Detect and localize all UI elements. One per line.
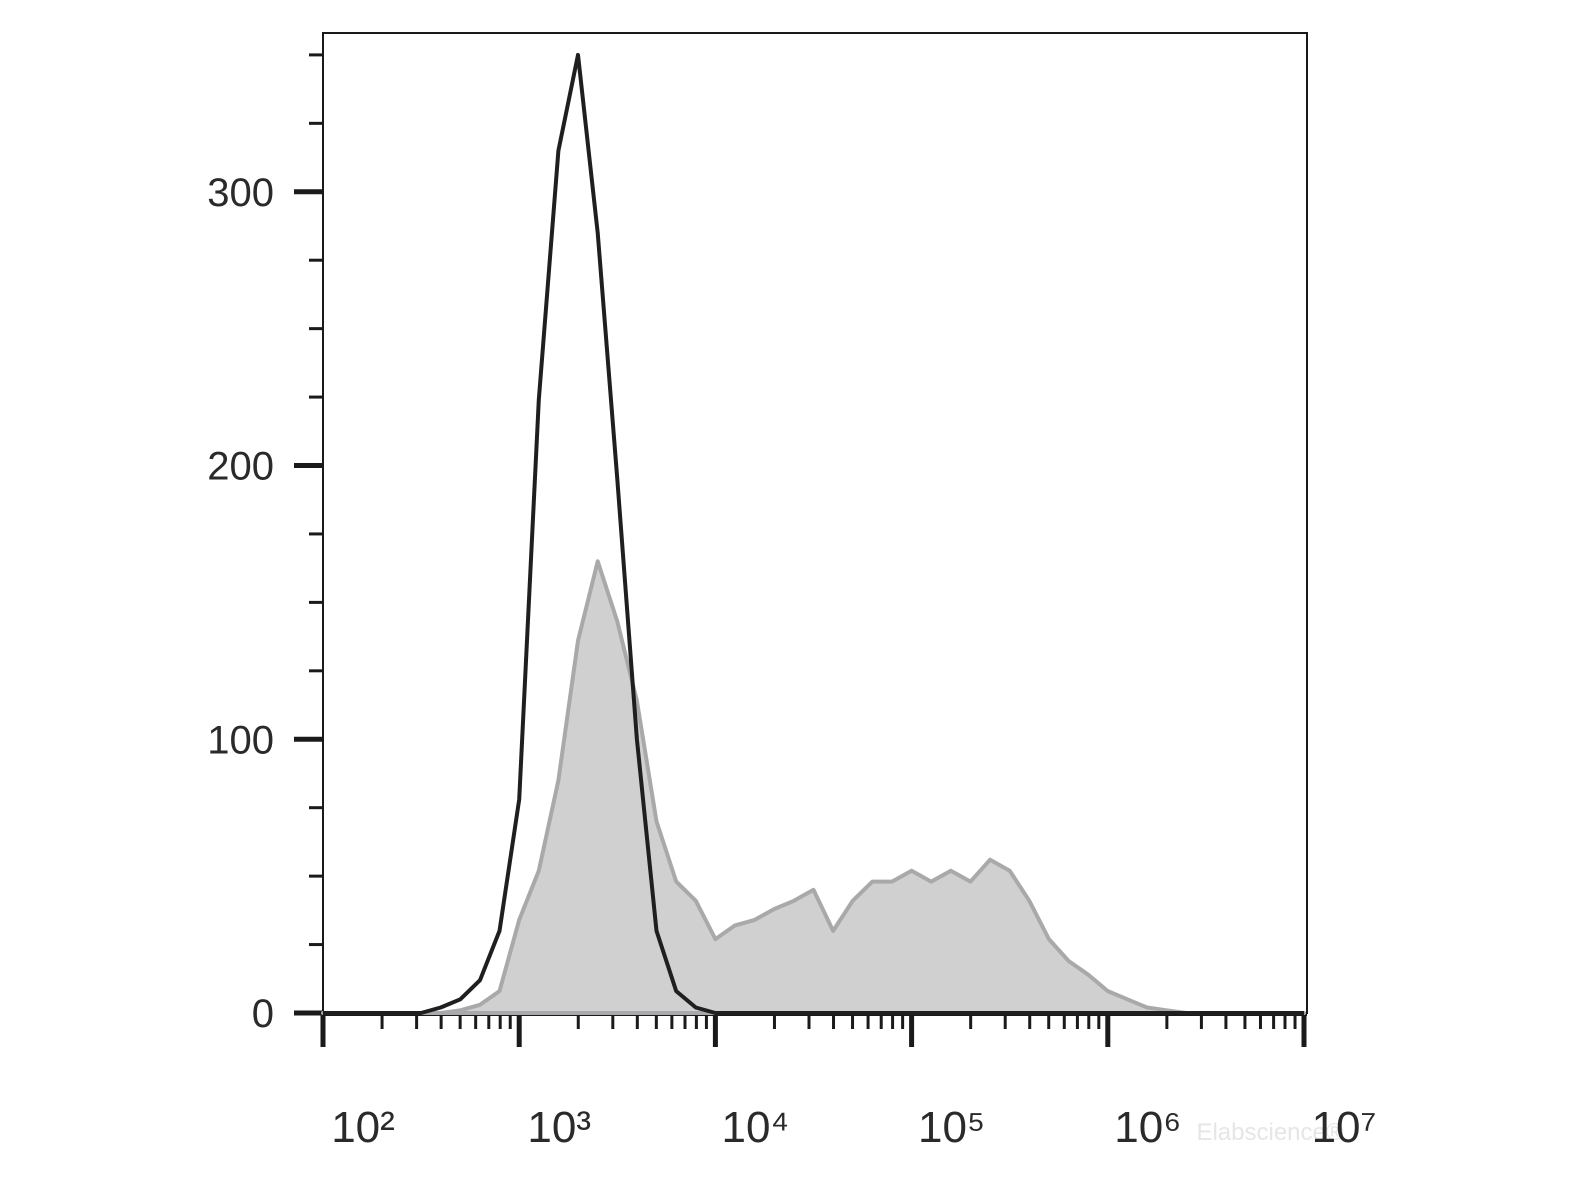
y-tick-label: 0 [252, 992, 274, 1036]
line [323, 52, 1304, 1015]
plot-frame [322, 32, 1308, 1014]
y-tick-label: 100 [207, 718, 274, 762]
x-tick-label: 10⁷ [1312, 1103, 1377, 1152]
y-tick-label: 300 [207, 171, 274, 215]
x-tick-label: 10⁴ [721, 1103, 789, 1152]
x-tick-label: 10⁶ [1114, 1103, 1181, 1152]
y-tick-label: 200 [207, 445, 274, 489]
x-tick-label: 10³ [527, 1103, 591, 1152]
x-tick-label: 10⁵ [918, 1103, 985, 1152]
watermark: Elabscience® [1196, 1119, 1343, 1146]
x-tick-label: 10² [331, 1103, 395, 1152]
area [321, 559, 1306, 1015]
